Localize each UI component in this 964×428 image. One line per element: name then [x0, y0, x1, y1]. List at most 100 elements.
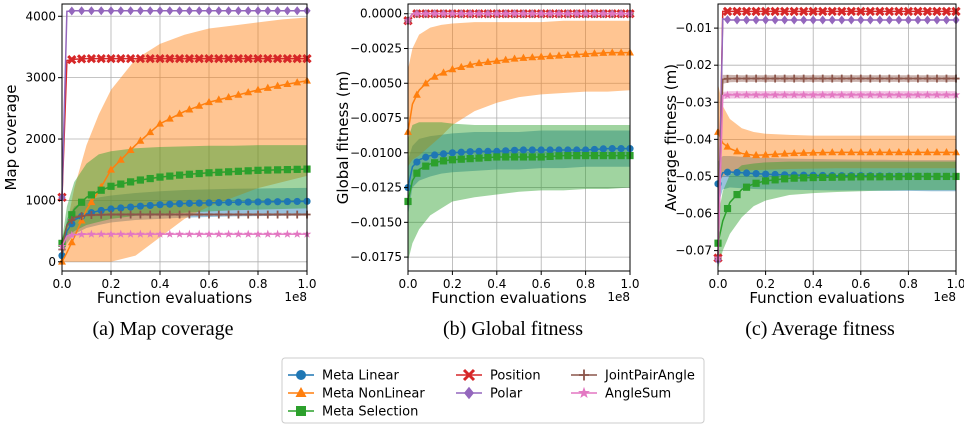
marker-meta-linear	[457, 148, 465, 156]
band-meta-nonlinear	[718, 83, 956, 184]
marker-meta-nonlinear	[195, 101, 204, 109]
marker-meta-linear	[422, 153, 430, 161]
legend-label-jointpairangle: JointPairAngle	[604, 369, 695, 384]
marker-meta-selection	[904, 172, 912, 181]
marker-jointpairangle	[942, 74, 951, 83]
chart-panel-3: 0.0 0.2 0.4 0.6 0.8 1.0 −0.01 −0.02 −0.03 −0.04 −0…	[662, 3, 964, 340]
series-position	[713, 6, 961, 263]
marker-position	[941, 6, 952, 17]
marker-meta-linear	[225, 198, 233, 206]
y-tick-label: −0.0125	[350, 181, 402, 195]
marker-jointpairangle	[781, 74, 789, 83]
marker-meta-linear	[244, 198, 252, 206]
marker-anglesum	[875, 90, 885, 99]
marker-polar	[933, 15, 941, 25]
marker-position	[932, 6, 942, 17]
marker-polar	[244, 6, 252, 16]
marker-position	[732, 6, 742, 17]
marker-meta-nonlinear	[165, 114, 174, 122]
marker-polar	[914, 15, 922, 25]
marker-meta-nonlinear	[475, 58, 483, 67]
marker-position	[116, 53, 126, 64]
marker-jointpairangle	[904, 74, 912, 83]
marker-jointpairangle	[156, 210, 164, 219]
legend-label-polar: Polar	[490, 387, 523, 402]
marker-polar	[107, 6, 115, 16]
marker-anglesum	[204, 229, 214, 238]
series-meta-selection	[714, 172, 960, 247]
legend-label-position: Position	[490, 369, 541, 384]
panel-caption: (a) Map coverage	[92, 318, 233, 340]
marker-anglesum	[847, 90, 856, 99]
y-tick-label: −0.0025	[350, 42, 402, 56]
marker-jointpairangle	[215, 210, 223, 219]
marker-jointpairangle	[146, 210, 154, 219]
marker-meta-selection	[914, 172, 922, 181]
legend-label-anglesum: AngleSum	[605, 387, 671, 402]
marker-anglesum	[474, 9, 484, 18]
marker-anglesum	[723, 90, 732, 99]
x-tick-label: 0.6	[851, 277, 870, 291]
marker-jointpairangle	[828, 74, 836, 83]
marker-anglesum	[932, 90, 942, 99]
marker-meta-linear	[439, 150, 448, 158]
marker-anglesum	[492, 9, 502, 18]
marker-polar	[781, 15, 789, 25]
marker-meta-selection	[828, 173, 836, 181]
marker-meta-linear	[431, 151, 439, 159]
marker-meta-nonlinear	[563, 50, 572, 59]
band-meta-selection	[408, 122, 630, 262]
x-axis-label: Function evaluations	[431, 289, 586, 307]
marker-position	[751, 6, 761, 17]
series-polar	[58, 6, 311, 202]
marker-anglesum	[510, 9, 519, 18]
marker-anglesum	[155, 229, 165, 238]
marker-meta-nonlinear	[885, 148, 894, 156]
marker-position	[272, 53, 283, 64]
marker-position	[96, 53, 106, 64]
marker-position	[903, 6, 914, 17]
marker-meta-selection	[599, 151, 607, 160]
marker-anglesum	[616, 9, 626, 18]
marker-meta-nonlinear	[214, 95, 223, 103]
marker-meta-nonlinear	[67, 238, 76, 246]
marker-jointpairangle	[274, 210, 282, 219]
marker-position	[204, 53, 214, 64]
marker-meta-selection	[195, 169, 203, 178]
legend-label-meta-nonlinear: Meta NonLinear	[322, 387, 425, 402]
marker-meta-nonlinear	[273, 81, 282, 89]
y-tick-label: −0.07	[675, 244, 712, 258]
marker-meta-nonlinear	[537, 52, 546, 60]
marker-meta-linear	[215, 199, 223, 207]
marker-jointpairangle	[283, 210, 291, 219]
marker-meta-selection	[156, 173, 164, 181]
x-tick-label: 0.0	[52, 277, 71, 291]
marker-anglesum	[243, 229, 253, 238]
y-tick-label: 0.0000	[360, 7, 402, 21]
marker-meta-nonlinear	[448, 65, 457, 73]
marker-polar	[723, 15, 732, 25]
marker-meta-linear	[528, 146, 536, 154]
marker-position	[779, 6, 790, 17]
marker-jointpairangle	[895, 74, 903, 83]
marker-meta-nonlinear	[457, 62, 466, 71]
marker-polar	[828, 15, 836, 25]
marker-polar	[762, 15, 770, 25]
y-tick-label: −0.06	[675, 207, 712, 221]
marker-meta-selection	[484, 153, 492, 162]
y-axis-label: Average fitness (m)	[662, 64, 680, 211]
marker-polar	[876, 15, 884, 25]
marker-meta-nonlinear	[205, 97, 213, 106]
marker-jointpairangle	[771, 74, 779, 83]
marker-jointpairangle	[885, 74, 893, 83]
marker-meta-selection	[422, 162, 430, 170]
x-tick-label: 0.8	[248, 277, 267, 291]
marker-meta-nonlinear	[528, 53, 537, 61]
y-tick-label: −0.0150	[350, 215, 402, 229]
marker-meta-selection	[78, 198, 86, 206]
marker-anglesum	[923, 90, 932, 99]
series-meta-linear	[58, 197, 311, 260]
marker-position	[125, 53, 136, 64]
marker-polar	[819, 15, 827, 25]
marker-meta-selection	[857, 173, 865, 181]
